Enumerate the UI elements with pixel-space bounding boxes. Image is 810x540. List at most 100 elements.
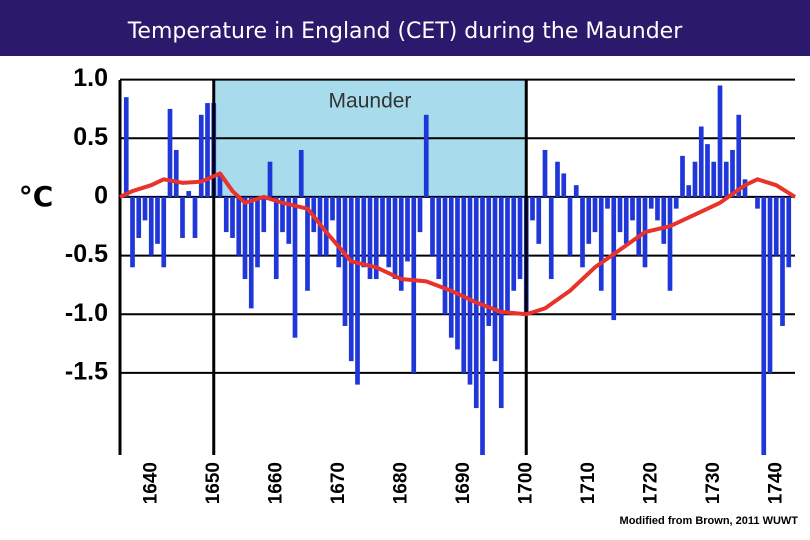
bar	[636, 196, 642, 256]
bar	[305, 196, 310, 291]
smoothed-line	[119, 171, 797, 317]
bar	[698, 126, 704, 197]
bar	[323, 196, 329, 256]
bar	[342, 196, 348, 326]
source-note: Modified from Brown, 2011 WUWT	[620, 515, 799, 527]
title-banner	[0, 0, 810, 56]
bar	[267, 161, 273, 197]
bar	[255, 196, 260, 268]
bar	[355, 196, 360, 385]
bar	[123, 97, 129, 197]
bar	[736, 114, 742, 197]
bar	[236, 196, 242, 256]
bar	[205, 103, 210, 197]
bar	[248, 196, 254, 309]
bar	[161, 196, 167, 268]
bar	[517, 196, 523, 280]
bar	[773, 196, 779, 256]
bar	[373, 196, 379, 280]
bar	[486, 196, 492, 326]
bar	[786, 196, 792, 268]
bar	[367, 196, 373, 280]
bar	[742, 179, 748, 197]
bar	[580, 196, 585, 268]
bar	[548, 196, 554, 280]
bar	[186, 191, 192, 197]
bar	[405, 196, 410, 262]
bar	[492, 196, 498, 362]
bar	[142, 196, 148, 221]
bar	[686, 185, 692, 197]
bar	[348, 196, 354, 362]
bar	[573, 185, 579, 197]
bar	[430, 196, 435, 256]
y-tick-label: 0.5	[73, 123, 108, 151]
y-axis-label: °C	[19, 180, 54, 213]
x-tick-label: 1730	[703, 462, 724, 504]
bar	[505, 196, 510, 315]
y-tick-label: 1.0	[73, 64, 108, 92]
bar	[780, 196, 785, 326]
bar	[455, 196, 460, 350]
bar	[217, 173, 223, 197]
bar	[623, 196, 629, 244]
region-label: Maunder	[329, 90, 412, 113]
bar	[361, 196, 367, 268]
y-tick-label: -0.5	[65, 240, 108, 268]
bar	[461, 196, 467, 373]
bar	[155, 196, 160, 244]
x-tick-label: 1660	[265, 462, 286, 504]
bar	[611, 196, 617, 321]
bar	[223, 196, 229, 233]
bar	[392, 196, 398, 280]
y-tick-label: -1.0	[65, 299, 108, 327]
bar	[417, 196, 423, 233]
y-tick-label: 0	[94, 182, 108, 210]
bar	[180, 196, 185, 238]
bar	[767, 196, 773, 373]
bar	[136, 196, 142, 238]
chart-title: Temperature in England (CET) during the …	[127, 19, 683, 44]
bar	[292, 196, 298, 338]
bar	[705, 144, 710, 197]
bar	[761, 196, 767, 455]
bar	[667, 196, 673, 291]
bar	[230, 196, 235, 238]
bar	[617, 196, 623, 233]
bar	[555, 161, 560, 197]
x-tick-label: 1680	[390, 462, 411, 504]
bar	[198, 114, 204, 197]
bar	[273, 196, 279, 280]
x-tick-label: 1690	[453, 462, 474, 504]
bar	[436, 196, 442, 280]
x-tick-label: 1740	[765, 462, 786, 504]
bar	[467, 196, 473, 385]
bar	[386, 196, 392, 268]
bar	[605, 196, 610, 209]
bar	[280, 196, 285, 233]
x-tick-label: 1720	[640, 462, 661, 504]
bar	[536, 196, 542, 244]
bar	[173, 149, 179, 197]
bar	[242, 196, 248, 280]
bar	[261, 196, 267, 233]
bar	[542, 149, 548, 197]
bar	[598, 196, 604, 291]
bar	[717, 85, 723, 197]
bar	[448, 196, 454, 338]
bar	[423, 114, 429, 197]
bar	[530, 196, 535, 221]
bar	[730, 149, 735, 197]
bar	[630, 196, 635, 221]
bar	[480, 196, 485, 455]
bar	[398, 196, 404, 291]
bar	[298, 149, 304, 197]
bar	[380, 196, 385, 256]
bar	[755, 196, 760, 209]
bar	[286, 196, 292, 244]
bar	[586, 196, 592, 244]
bar	[723, 161, 729, 197]
bar	[711, 161, 717, 197]
bar	[442, 196, 448, 315]
